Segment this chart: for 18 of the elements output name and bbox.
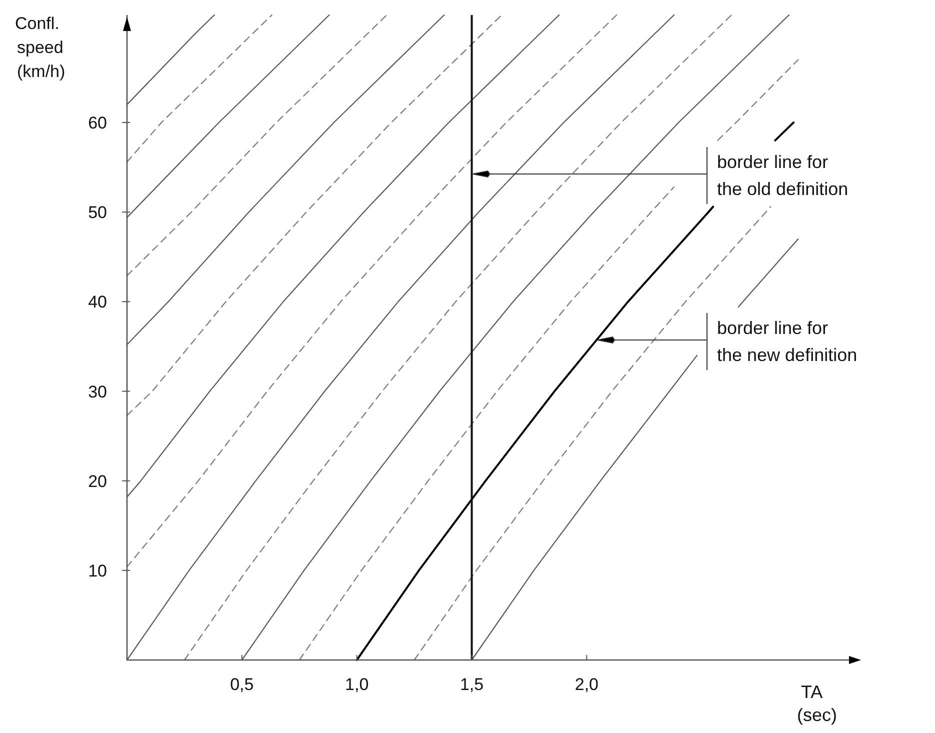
x-tick-label: 0,5 <box>230 675 254 694</box>
annotation: border line for the new definition <box>717 318 858 365</box>
y-tick-label: 50 <box>88 203 107 222</box>
x-tick-label: 2,0 <box>574 675 599 694</box>
y-tick-label: 40 <box>88 292 107 312</box>
y-tick-label: 20 <box>88 472 107 491</box>
x-tick-label: 1,5 <box>460 675 484 694</box>
x-tick-label: 1,0 <box>345 675 369 694</box>
y-tick-label: 60 <box>88 114 107 132</box>
line-series <box>126 14 502 416</box>
y-axis-title: Confl. speed (km/h) <box>15 14 66 81</box>
line-series <box>126 14 388 276</box>
y-tick-label: 10 <box>88 561 107 580</box>
line-series <box>126 14 618 568</box>
y-tick-label: 30 <box>88 382 107 402</box>
line-series <box>126 14 272 162</box>
annotation: border line for the old definition <box>717 152 848 199</box>
x-axis-title: TA (sec) <box>797 682 837 725</box>
